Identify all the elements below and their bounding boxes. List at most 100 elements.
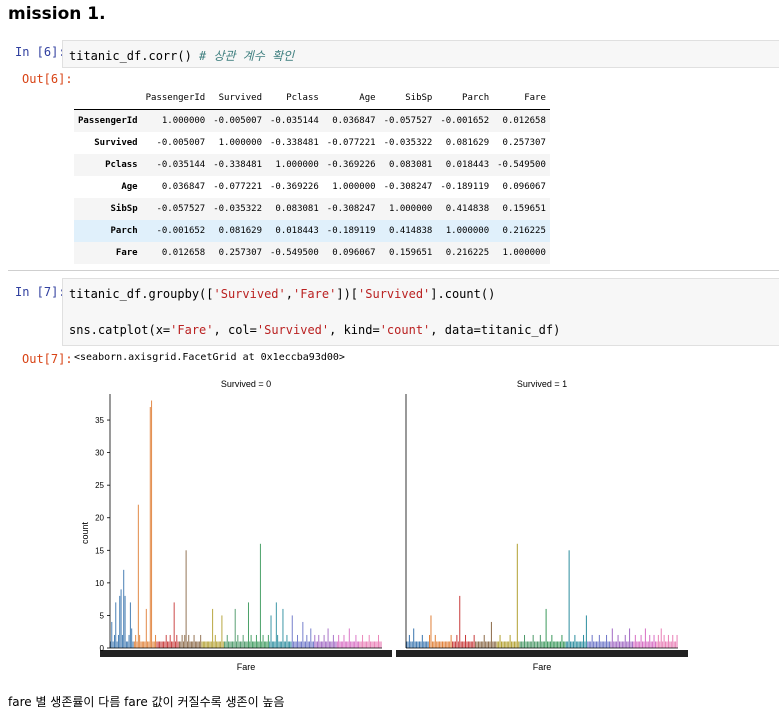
table-cell: 0.036847: [332, 116, 376, 126]
bar: [489, 641, 491, 648]
row-label: Fare: [115, 248, 138, 258]
table-cell: -0.005007: [213, 116, 262, 126]
bar: [567, 641, 569, 648]
bar: [583, 634, 585, 648]
bar: [532, 634, 534, 648]
bar: [456, 634, 458, 648]
bar: [457, 641, 459, 648]
row-label: Parch: [110, 226, 138, 236]
y-axis-label: count: [80, 521, 90, 544]
bar: [286, 634, 288, 648]
bar: [307, 641, 309, 648]
bar: [406, 641, 408, 648]
table-cell: -0.035144: [156, 160, 206, 170]
bar: [611, 628, 613, 648]
bar: [229, 641, 231, 648]
bar: [559, 641, 561, 648]
bar: [411, 641, 413, 648]
bar: [536, 641, 538, 648]
bar: [309, 641, 310, 648]
bar: [197, 641, 199, 648]
bar: [427, 641, 429, 648]
bar: [610, 641, 612, 648]
bar: [236, 641, 237, 648]
bar: [642, 641, 644, 648]
table-cell: 1.000000: [502, 248, 546, 258]
bar: [652, 641, 654, 648]
bar: [572, 641, 574, 648]
bar: [485, 641, 487, 648]
bar: [194, 641, 196, 648]
code-cell-7[interactable]: titanic_df.groupby(['Survived','Fare'])[…: [62, 278, 779, 346]
bar: [242, 634, 244, 648]
bar: [351, 641, 353, 648]
bar: [152, 641, 154, 648]
table-corner: [74, 87, 142, 110]
bar: [571, 641, 573, 648]
bar: [613, 641, 615, 648]
bar: [205, 641, 207, 648]
bar: [213, 641, 215, 648]
table-cell: 0.083081: [275, 204, 319, 214]
bar: [675, 641, 677, 648]
bar: [346, 641, 348, 648]
bar: [169, 634, 171, 648]
bar: [593, 641, 595, 648]
table-cell: 0.414838: [445, 204, 490, 214]
bar: [148, 641, 150, 648]
table-cell: -0.035144: [270, 116, 319, 126]
bar: [542, 641, 544, 648]
bar: [585, 615, 587, 648]
bar: [378, 634, 379, 648]
code-line-2: sns.catplot(x='Fare', col='Survived', ki…: [69, 323, 561, 337]
bar: [482, 641, 484, 648]
bar: [620, 641, 622, 648]
bar: [149, 407, 151, 648]
bar: [135, 634, 137, 648]
bar: [139, 634, 141, 648]
bar: [233, 641, 235, 648]
bar: [281, 641, 283, 648]
code-cell-6[interactable]: titanic_df.corr() # 상관 계수 확인: [62, 40, 779, 68]
table-cell: 1.000000: [332, 182, 376, 192]
bar: [516, 543, 518, 648]
bar: [580, 641, 582, 648]
bar: [414, 641, 416, 648]
bar: [440, 641, 442, 648]
bar: [416, 641, 418, 648]
bar: [512, 641, 514, 648]
bar: [332, 634, 334, 648]
bar: [115, 602, 117, 648]
bar: [127, 641, 129, 648]
bar: [431, 641, 433, 648]
bar: [241, 641, 243, 648]
bar: [176, 634, 178, 648]
bar: [483, 634, 485, 648]
table-cell: -0.077221: [326, 138, 376, 148]
bar: [418, 641, 420, 648]
bar: [265, 641, 267, 648]
bar: [311, 641, 313, 648]
bar: [466, 641, 468, 648]
bar: [350, 641, 352, 648]
bar: [168, 641, 170, 648]
bar: [338, 634, 340, 648]
bar: [182, 641, 184, 648]
bar: [534, 641, 536, 648]
bar: [490, 621, 492, 648]
bar: [163, 641, 164, 648]
bar: [452, 641, 454, 648]
bar: [323, 634, 325, 648]
table-cell: 0.159651: [502, 204, 546, 214]
bar: [636, 641, 638, 648]
bar: [358, 641, 360, 648]
bar: [454, 641, 456, 648]
table-row: Fare 0.012658 0.257307 -0.549500 0.096067 0.1…: [74, 242, 550, 264]
bar: [637, 641, 639, 648]
bar: [662, 641, 664, 648]
bar: [503, 641, 505, 648]
table-cell: 0.018443: [275, 226, 319, 236]
table-cell: -0.189119: [440, 182, 490, 192]
bar: [144, 641, 146, 648]
bar: [217, 641, 219, 648]
